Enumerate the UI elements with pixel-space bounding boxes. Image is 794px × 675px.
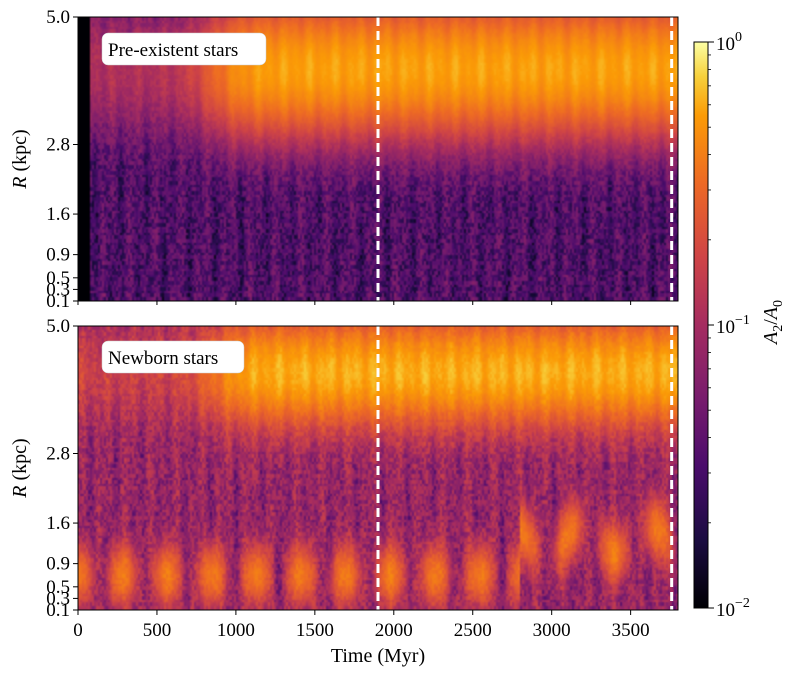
x-tick-label: 1000 <box>217 620 255 641</box>
panel-bottom: 0.10.30.50.9 1.6 2.8 5.0 0 500 1000 1500 2000 25… <box>9 301 679 667</box>
y-tick-label: 0.9 <box>46 554 70 575</box>
panel-label-top: Pre-existent stars <box>108 40 238 61</box>
frame-bottom <box>77 325 679 611</box>
x-tick-label: 3500 <box>612 620 650 641</box>
y-tick-label: 0.1 <box>46 600 70 621</box>
x-tick-label: 1500 <box>296 620 334 641</box>
colorbar: 100 10−1 10−2 A2/A0 <box>693 30 786 621</box>
x-tick-label: 2500 <box>454 620 492 641</box>
panel-label-box-bottom: Newborn stars <box>101 340 245 374</box>
y-axis-label-bottom: R (kpc) <box>9 438 31 498</box>
frame-top <box>77 16 679 302</box>
colorbar-tick-label: 10−2 <box>716 596 750 621</box>
y-tick-label: 0.3 <box>46 279 70 300</box>
y-tick-label: 0.1 <box>46 291 70 312</box>
y-tick-label: 1.6 <box>46 513 70 534</box>
x-tick-label: 500 <box>143 620 172 641</box>
y-tick-label: 5.0 <box>46 316 70 337</box>
vlines-bottom <box>376 326 674 610</box>
y-tick-label: 2.8 <box>46 444 70 465</box>
colorbar-tick-label: 10−1 <box>716 313 750 338</box>
colorbar-tick-label: 100 <box>716 30 742 55</box>
panel-label-box-top: Pre-existent stars <box>101 32 267 66</box>
x-tick-label: 0 <box>73 620 83 641</box>
y-tick-label: 0.9 <box>46 245 70 266</box>
y-tick-label: 0.5 <box>46 268 70 289</box>
y-tick-label: 5.0 <box>46 7 70 28</box>
colorbar-ticks: 100 10−1 10−2 <box>708 30 750 621</box>
x-tick-label: 2000 <box>375 620 413 641</box>
colorbar-gradient <box>693 41 709 609</box>
y-axis-label-top: R (kpc) <box>9 129 31 189</box>
y-tick-label: 0.3 <box>46 588 70 609</box>
y-ticks-top: 0.10.30.50.9 1.6 2.8 5.0 <box>46 7 78 312</box>
x-ticks-bottom: 0 500 1000 1500 2000 2500 3000 3500 <box>73 301 650 641</box>
y-ticks-bottom: 0.10.30.50.9 1.6 2.8 5.0 <box>46 316 78 621</box>
panel-top: 0.10.30.50.9 1.6 2.8 5.0 Pre-existent stars… <box>9 7 679 312</box>
y-tick-label: 1.6 <box>46 204 70 225</box>
x-tick-label: 3000 <box>533 620 571 641</box>
panel-label-bottom: Newborn stars <box>108 348 218 369</box>
vlines-top <box>376 17 674 301</box>
y-tick-label: 2.8 <box>46 135 70 156</box>
x-axis-label: Time (Myr) <box>331 645 425 667</box>
y-tick-label: 0.5 <box>46 577 70 598</box>
colorbar-label: A2/A0 <box>760 300 786 346</box>
